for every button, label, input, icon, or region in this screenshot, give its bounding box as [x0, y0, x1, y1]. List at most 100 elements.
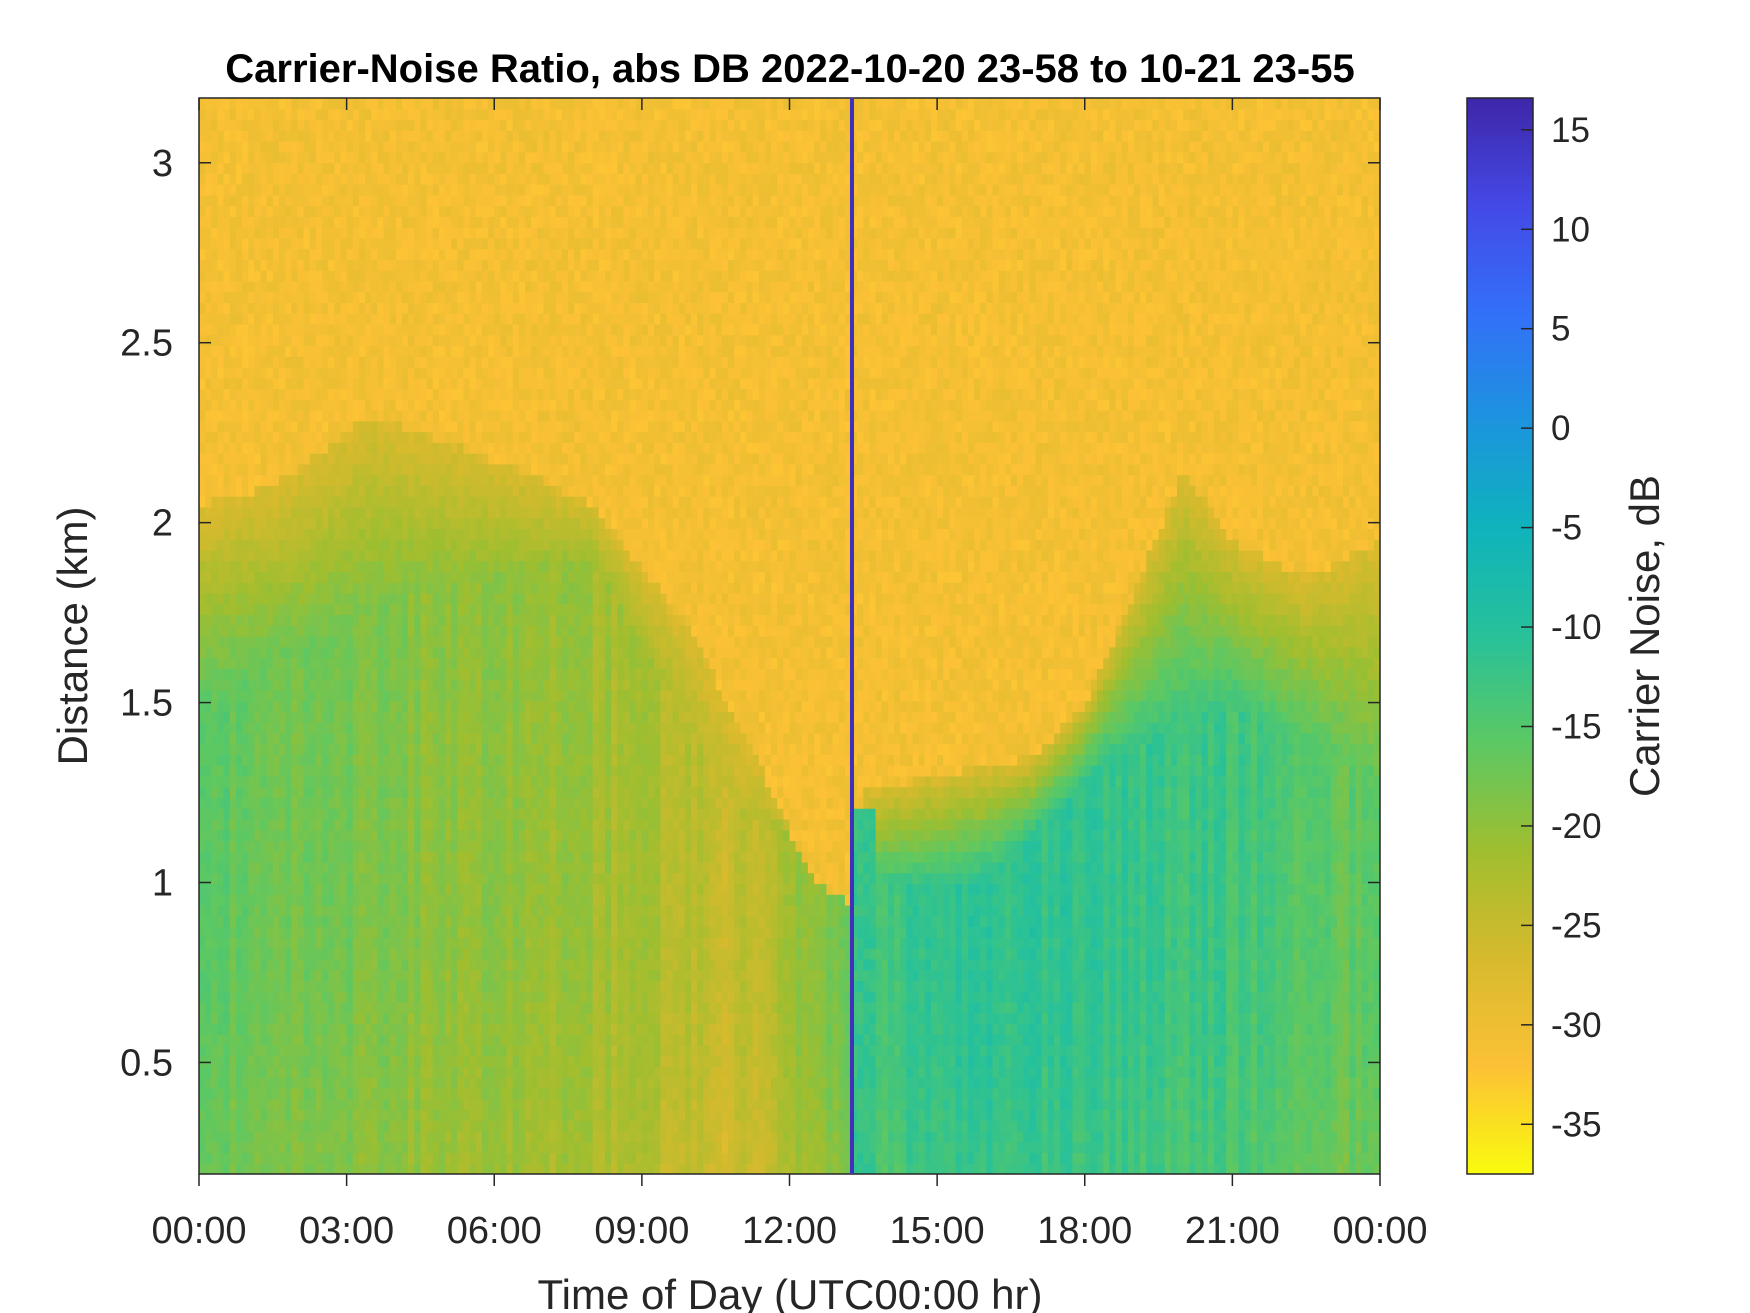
heatmap-cell: [408, 722, 415, 734]
heatmap-cell: [260, 496, 268, 508]
heatmap-cell: [346, 991, 354, 1003]
heatmap-cell: [395, 410, 403, 422]
heatmap-cell: [254, 130, 262, 142]
heatmap-cell: [303, 926, 311, 938]
heatmap-cell: [408, 323, 415, 336]
heatmap-cell: [199, 280, 206, 293]
heatmap-cell: [315, 711, 323, 723]
heatmap-cell: [272, 496, 280, 508]
heatmap-cell: [272, 453, 280, 465]
heatmap-cell: [346, 162, 354, 174]
heatmap-cell: [377, 840, 385, 852]
heatmap-cell: [414, 463, 422, 476]
heatmap-cell: [235, 1066, 243, 1078]
heatmap-cell: [315, 184, 323, 196]
heatmap-cell: [291, 173, 299, 185]
heatmap-cell: [438, 388, 446, 400]
heatmap-cell: [432, 915, 440, 928]
heatmap-cell: [217, 592, 225, 605]
heatmap-cell: [445, 679, 452, 691]
heatmap-cell: [254, 259, 262, 271]
heatmap-cell: [297, 614, 305, 626]
heatmap-cell: [340, 1034, 348, 1046]
heatmap-cell: [395, 883, 403, 895]
heatmap-cell: [494, 625, 501, 637]
heatmap-cell: [377, 894, 385, 906]
heatmap-cell: [309, 248, 317, 260]
heatmap-cell: [334, 549, 342, 562]
heatmap-cell: [371, 345, 378, 357]
heatmap-cell: [205, 1077, 212, 1089]
heatmap-cell: [205, 323, 212, 336]
heatmap-cell: [328, 517, 335, 529]
heatmap-cell: [488, 592, 495, 605]
heatmap-cell: [488, 861, 495, 874]
heatmap-cell: [414, 818, 422, 831]
heatmap-cell: [199, 905, 206, 917]
heatmap-cell: [291, 711, 299, 723]
heatmap-cell: [377, 969, 385, 981]
heatmap-cell: [500, 711, 508, 723]
heatmap-cell: [395, 818, 403, 831]
heatmap-cell: [451, 980, 458, 992]
heatmap-cell: [229, 334, 237, 347]
heatmap-cell: [365, 948, 372, 960]
heatmap-cell: [389, 302, 397, 314]
heatmap-cell: [432, 1120, 440, 1132]
heatmap-cell: [278, 636, 286, 648]
heatmap-cell: [272, 270, 280, 282]
heatmap-cell: [352, 302, 360, 314]
heatmap-cell: [242, 711, 249, 723]
heatmap-cell: [414, 205, 422, 217]
heatmap-cell: [315, 872, 323, 885]
heatmap-cell: [303, 689, 311, 702]
heatmap-cell: [291, 1087, 299, 1100]
heatmap-cell: [205, 280, 212, 293]
heatmap-cell: [229, 517, 237, 529]
heatmap-cell: [242, 377, 249, 390]
heatmap-cell: [438, 259, 446, 271]
heatmap-cell: [426, 1130, 434, 1143]
heatmap-cell: [445, 141, 452, 153]
heatmap-cell: [340, 754, 348, 766]
heatmap-cell: [217, 603, 225, 616]
heatmap-cell: [488, 818, 495, 831]
heatmap-cell: [401, 388, 409, 400]
heatmap-cell: [500, 334, 508, 347]
heatmap-cell: [365, 216, 372, 228]
heatmap-cell: [488, 539, 495, 551]
heatmap-cell: [315, 851, 323, 863]
heatmap-cell: [414, 141, 422, 153]
heatmap-cell: [229, 528, 237, 540]
heatmap-cell: [309, 431, 317, 443]
heatmap-cell: [260, 162, 268, 174]
heatmap-cell: [285, 205, 292, 217]
heatmap-cell: [488, 130, 495, 142]
heatmap-cell: [365, 485, 372, 497]
heatmap-cell: [303, 797, 311, 809]
heatmap-cell: [426, 420, 434, 433]
heatmap-cell: [420, 754, 428, 766]
heatmap-cell: [401, 399, 409, 411]
heatmap-cell: [463, 636, 471, 648]
heatmap-cell: [481, 227, 489, 239]
heatmap-cell: [254, 420, 262, 433]
heatmap-cell: [432, 646, 440, 659]
heatmap-cell: [420, 248, 428, 260]
heatmap-cell: [303, 1044, 311, 1057]
heatmap-cell: [346, 1066, 354, 1078]
heatmap-cell: [340, 1055, 348, 1067]
heatmap-cell: [475, 1087, 483, 1100]
heatmap-cell: [211, 227, 219, 239]
heatmap-cell: [328, 625, 335, 637]
heatmap-cell: [383, 571, 391, 583]
heatmap-cell: [365, 528, 372, 540]
heatmap-cell: [309, 775, 317, 788]
heatmap-cell: [315, 463, 323, 476]
heatmap-cell: [211, 1130, 219, 1143]
heatmap-cell: [211, 517, 219, 529]
heatmap-cell: [322, 98, 329, 110]
heatmap-cell: [457, 571, 465, 583]
heatmap-cell: [475, 173, 483, 185]
heatmap-cell: [414, 582, 422, 594]
